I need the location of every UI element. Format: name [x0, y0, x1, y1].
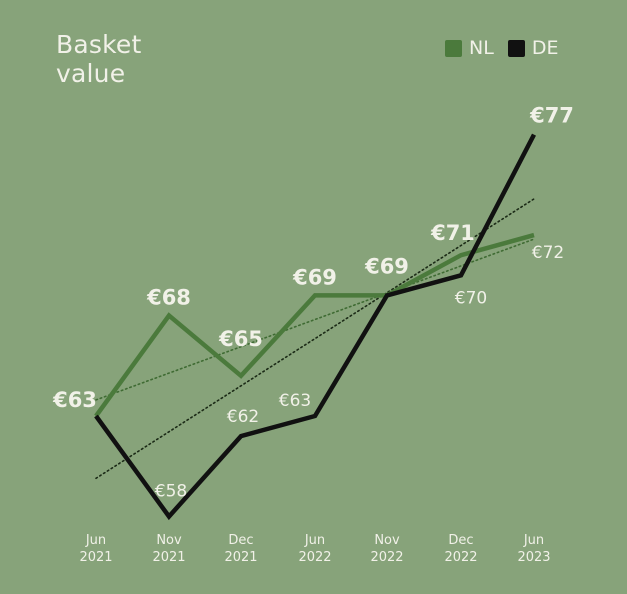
data-label-nl-4: €69	[364, 254, 409, 278]
data-label-nl-3: €69	[292, 265, 337, 289]
x-tick-year-0: 2021	[79, 550, 112, 565]
x-tick-year-3: 2022	[298, 550, 331, 565]
legend-label-nl: NL	[469, 37, 494, 59]
x-tick-year-4: 2022	[370, 550, 403, 565]
series-line-nl	[94, 232, 535, 418]
x-tick-year-5: 2022	[444, 550, 477, 565]
x-tick-label-5: Dec	[448, 533, 473, 548]
data-label-de-2: €62	[227, 407, 259, 427]
data-label-de-6: €77	[529, 104, 574, 128]
x-tick-label-0: Jun	[85, 533, 106, 548]
data-label-nl-6: €72	[532, 243, 564, 263]
x-tick-year-6: 2023	[517, 550, 550, 565]
legend-label-de: DE	[531, 37, 559, 59]
legend-swatch-nl	[445, 39, 462, 57]
x-tick-label-1: Nov	[156, 533, 182, 548]
x-tick-year-2: 2021	[224, 550, 257, 565]
x-tick-label-2: Dec	[228, 533, 253, 548]
legend-item-nl: NL	[445, 37, 494, 59]
x-tick-year-1: 2021	[152, 550, 185, 565]
data-label-nl-2: €65	[218, 327, 263, 351]
data-label-nl-5: €71	[430, 221, 475, 245]
data-label-nl-0: €63	[52, 388, 97, 412]
x-tick-label-4: Nov	[374, 533, 400, 548]
trendline-de	[95, 198, 535, 480]
legend: NL DE	[445, 37, 572, 59]
data-label-de-5: €70	[455, 288, 487, 308]
legend-swatch-de	[507, 39, 525, 57]
x-tick-label-3: Jun	[304, 533, 325, 548]
data-label-nl-1: €68	[146, 286, 191, 310]
data-label-de-3: €63	[279, 391, 311, 411]
data-label-de-1: €58	[155, 482, 187, 502]
x-tick-label-6: Jun	[523, 533, 544, 548]
series-line-de	[94, 133, 536, 521]
legend-item-de: DE	[507, 37, 559, 59]
trendline-nl	[95, 238, 535, 401]
chart-title: Basket value	[56, 30, 142, 88]
